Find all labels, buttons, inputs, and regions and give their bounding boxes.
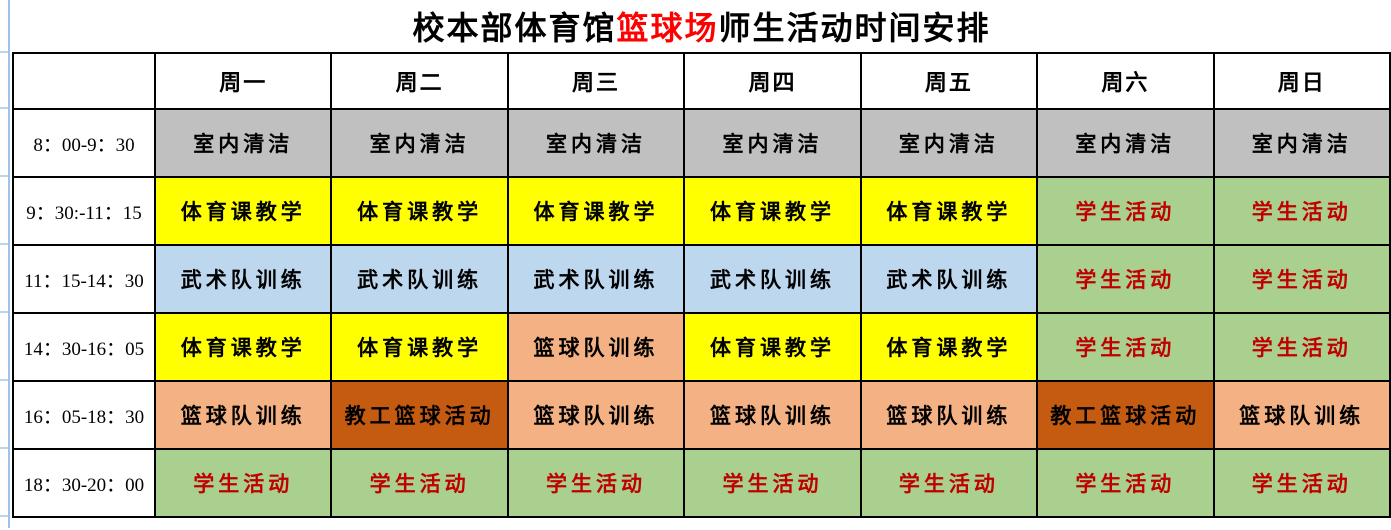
day-header-1: 周一 [153,52,333,110]
schedule-cell-cleaning: 室内清洁 [859,108,1039,178]
schedule-row-1: 8：00-9：30 室内清洁 室内清洁 室内清洁 室内清洁 室内清洁 室内清洁 室内清洁 [12,108,1391,178]
schedule-cell-pe: 体育课教学 [683,312,862,382]
left-margin-column [0,0,10,528]
schedule-cell-basketball: 篮球队训练 [153,380,333,450]
title-part2: 师生活动时间安排 [718,10,991,46]
schedule-row-6: 18：30-20：00 学生活动 学生活动 学生活动 学生活动 学生活动 学生活动 学生活动 [12,448,1391,518]
schedule-cell-martial: 武术队训练 [506,244,686,314]
schedule-cell-pe: 体育课教学 [683,176,862,246]
schedule-cell-student: 学生活动 [1036,176,1215,246]
title-highlight: 篮球场 [616,10,719,46]
title-row: 校本部体育馆篮球场师生活动时间安排 [12,0,1391,52]
schedule-cell-pe: 体育课教学 [330,176,509,246]
schedule-cell-cleaning: 室内清洁 [506,108,686,178]
schedule-cell-student: 学生活动 [506,448,686,518]
page-title: 校本部体育馆篮球场师生活动时间安排 [412,3,990,49]
schedule-cell-staff: 教工篮球活动 [1036,380,1215,450]
schedule-cell-martial: 武术队训练 [330,244,509,314]
schedule-cell-cleaning: 室内清洁 [1212,108,1391,178]
schedule-cell-student: 学生活动 [1036,312,1215,382]
day-header-7: 周日 [1212,52,1391,110]
schedule-cell-basketball: 篮球队训练 [859,380,1039,450]
schedule-cell-student: 学生活动 [1212,312,1391,382]
schedule-cell-pe: 体育课教学 [859,312,1039,382]
schedule-cell-student: 学生活动 [1036,448,1215,518]
schedule-cell-basketball: 篮球队训练 [1212,380,1391,450]
day-header-6: 周六 [1036,52,1215,110]
time-slot-label: 8：00-9：30 [12,108,156,178]
schedule-cell-cleaning: 室内清洁 [153,108,333,178]
schedule-row-4: 14：30-16：05 体育课教学 体育课教学 篮球队训练 体育课教学 体育课教学 学生活动… [12,312,1391,382]
schedule-cell-basketball: 篮球队训练 [506,380,686,450]
time-slot-label: 11：15-14：30 [12,244,156,314]
schedule-cell-basketball: 篮球队训练 [683,380,862,450]
bottom-whitespace [12,518,1391,530]
schedule-cell-student: 学生活动 [1212,244,1391,314]
schedule-cell-student: 学生活动 [330,448,509,518]
left-margin-gridlines [0,0,8,528]
day-header-3: 周三 [506,52,686,110]
title-part1: 校本部体育馆 [412,10,617,46]
time-slot-label: 16：05-18：30 [12,380,156,450]
schedule-cell-basketball: 篮球队训练 [506,312,686,382]
day-header-2: 周二 [330,52,509,110]
schedule-cell-pe: 体育课教学 [153,312,333,382]
schedule-cell-cleaning: 室内清洁 [1036,108,1215,178]
day-header-4: 周四 [683,52,862,110]
schedule-cell-pe: 体育课教学 [859,176,1039,246]
schedule-cell-student: 学生活动 [1212,176,1391,246]
schedule-cell-martial: 武术队训练 [153,244,333,314]
schedule-cell-student: 学生活动 [1212,448,1391,518]
corner-cell [12,52,156,110]
schedule-cell-pe: 体育课教学 [330,312,509,382]
time-slot-label: 14：30-16：05 [12,312,156,382]
schedule-content: 校本部体育馆篮球场师生活动时间安排 周一 周二 周三 周四 周五 周六 周日 8：00-9：… [12,0,1391,530]
time-slot-label: 9：30:-11：15 [12,176,156,246]
schedule-cell-pe: 体育课教学 [153,176,333,246]
schedule-cell-staff: 教工篮球活动 [330,380,509,450]
schedule-row-2: 9：30:-11：15 体育课教学 体育课教学 体育课教学 体育课教学 体育课教学 学生活动… [12,176,1391,246]
schedule-cell-cleaning: 室内清洁 [683,108,862,178]
day-header-5: 周五 [859,52,1039,110]
schedule-cell-martial: 武术队训练 [859,244,1039,314]
time-slot-label: 18：30-20：00 [12,448,156,518]
schedule-row-5: 16：05-18：30 篮球队训练 教工篮球活动 篮球队训练 篮球队训练 篮球队训练 教工篮… [12,380,1391,450]
day-header-row: 周一 周二 周三 周四 周五 周六 周日 [12,52,1391,110]
schedule-cell-student: 学生活动 [1036,244,1215,314]
schedule-cell-pe: 体育课教学 [506,176,686,246]
schedule-cell-cleaning: 室内清洁 [330,108,509,178]
schedule-cell-martial: 武术队训练 [683,244,862,314]
schedule-cell-student: 学生活动 [859,448,1039,518]
schedule-cell-student: 学生活动 [153,448,333,518]
schedule-cell-student: 学生活动 [683,448,862,518]
schedule-row-3: 11：15-14：30 武术队训练 武术队训练 武术队训练 武术队训练 武术队训练 学生活动… [12,244,1391,314]
schedule-table: 周一 周二 周三 周四 周五 周六 周日 8：00-9：30 室内清洁 室内清洁 室内清洁 室内清洁… [12,52,1391,518]
